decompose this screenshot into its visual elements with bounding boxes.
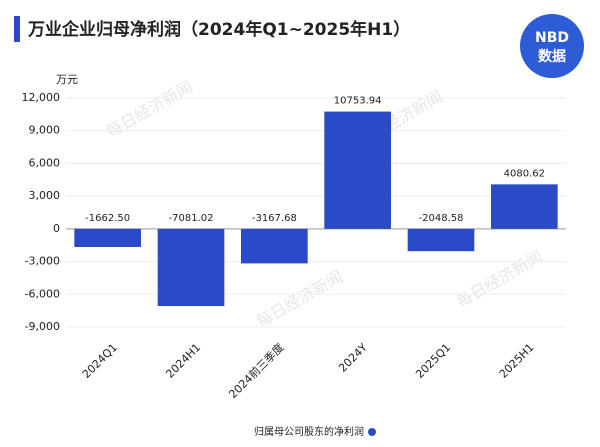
logo-bottom: 数据 (538, 48, 566, 65)
y-tick-label: 6,000 (29, 156, 61, 169)
legend-marker (368, 428, 376, 436)
value-label: -2048.58 (419, 213, 464, 224)
y-tick-label: 12,000 (22, 91, 61, 104)
y-unit: 万元 (56, 73, 78, 86)
watermark: 每日经济新闻 (103, 77, 196, 141)
y-tick-label: 0 (53, 222, 60, 235)
y-tick-label: -6,000 (25, 287, 60, 300)
y-tick-label: 3,000 (29, 189, 61, 202)
x-tick-label: 2024前三季度 (226, 340, 287, 401)
logo-badge (520, 14, 584, 78)
y-tick-label: 9,000 (29, 124, 61, 137)
bar (491, 184, 558, 229)
bar (241, 228, 308, 264)
x-tick-label: 2025Q1 (413, 341, 453, 381)
title-accent (14, 16, 20, 42)
bar (324, 111, 391, 229)
bar (157, 228, 225, 307)
x-tick-label: 2024Y (336, 341, 370, 375)
bar (74, 228, 141, 247)
value-label: 4080.62 (504, 168, 545, 179)
logo-top: NBD (535, 30, 569, 46)
value-label: -7081.02 (169, 213, 214, 224)
bar (407, 228, 475, 252)
value-label: 10753.94 (334, 96, 382, 107)
watermark: 每日经济新闻 (453, 247, 546, 311)
y-tick-label: -9,000 (25, 320, 60, 333)
x-tick-label: 2025H1 (497, 341, 537, 381)
x-tick-label: 2024H1 (163, 341, 203, 381)
y-tick-label: -3,000 (25, 255, 60, 268)
value-label: -3167.68 (252, 213, 297, 224)
legend-label: 归属母公司股东的净利润 (254, 425, 364, 438)
value-label: -1662.50 (85, 213, 130, 224)
watermark: 每日经济新闻 (253, 267, 346, 331)
chart-title: 万业企业归母净利润（2024年Q1~2025年H1） (27, 19, 410, 40)
x-tick-label: 2024Q1 (80, 341, 120, 381)
